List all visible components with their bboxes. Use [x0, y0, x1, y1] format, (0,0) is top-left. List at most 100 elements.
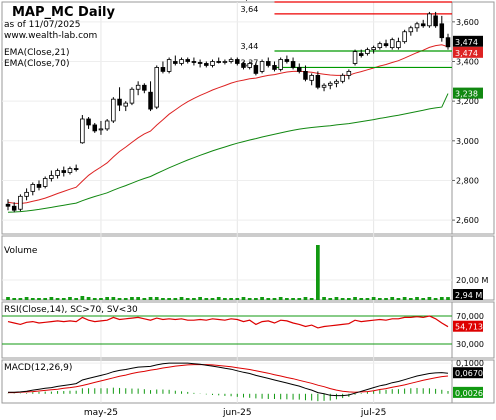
candle	[30, 182, 36, 196]
candle	[389, 37, 395, 50]
volume-bar	[117, 298, 122, 300]
volume-bar	[334, 297, 339, 300]
x-tick-label: jun-25	[222, 408, 252, 418]
watermark: www.wealth-lab.com	[4, 31, 97, 41]
ema21-tag-bg	[453, 46, 483, 58]
candle-body-down	[290, 61, 296, 68]
candle	[358, 49, 364, 58]
candle	[340, 73, 345, 84]
rsi-tick-label: 70,000	[456, 312, 484, 321]
volume-bar	[241, 297, 246, 300]
volume-bar	[415, 297, 419, 300]
candle-body-up	[352, 51, 358, 64]
volume-bar	[328, 298, 333, 300]
volume-bar	[235, 298, 240, 300]
volume-bar	[18, 298, 23, 300]
candle	[352, 49, 358, 66]
candle	[396, 37, 401, 50]
volume-bar	[210, 298, 215, 300]
candle-body-up	[24, 191, 29, 197]
volume-bar	[396, 298, 401, 300]
pane-frame-vol	[1, 235, 495, 301]
candle-body-up	[309, 74, 314, 81]
candle	[18, 194, 23, 212]
volume-bar	[92, 298, 97, 300]
candle	[235, 57, 240, 66]
candle-body-up	[278, 59, 283, 70]
pane-frame-rsi	[1, 301, 495, 359]
candle-body-down	[303, 71, 308, 80]
last-price-tag-bg	[453, 35, 483, 47]
candle-body-up	[408, 27, 414, 33]
candle	[334, 79, 339, 88]
candle	[290, 57, 296, 70]
macd-signal-tag-bg	[453, 386, 483, 398]
volume-bar	[260, 297, 264, 300]
volume-bar	[86, 297, 91, 300]
candle	[433, 11, 438, 28]
candle-body-down	[235, 59, 240, 64]
candle-body-down	[216, 61, 221, 63]
candle	[266, 57, 271, 68]
candle	[24, 188, 29, 201]
volume-bar	[37, 298, 41, 300]
candle-body-up	[42, 178, 48, 187]
candle-body-down	[86, 118, 91, 126]
volume-bar	[179, 297, 184, 300]
candle	[179, 57, 184, 66]
candle	[241, 61, 246, 70]
candle	[371, 45, 376, 54]
candle-body-up	[179, 59, 184, 64]
volume-bar	[353, 297, 357, 300]
volume-bar	[303, 297, 308, 300]
candle-body-down	[272, 65, 277, 70]
volume-bar	[322, 297, 326, 300]
volume-bar	[340, 298, 345, 300]
candle	[303, 65, 308, 82]
volume-bar	[309, 298, 314, 300]
candle	[73, 164, 79, 172]
candle-body-up	[396, 41, 401, 49]
y-tick-label: 3,000	[456, 137, 479, 146]
candle-body-up	[210, 61, 215, 66]
candle	[315, 71, 321, 90]
rsi-tick-label: 30,000	[456, 340, 484, 349]
candle	[222, 59, 228, 65]
y-tick-label: 3,200	[456, 97, 479, 106]
candle-body-down	[36, 184, 42, 188]
macd-last-tag: 0,0670	[455, 369, 483, 378]
candle-body-down	[61, 170, 67, 173]
candle	[278, 57, 283, 72]
volume-bar	[421, 298, 426, 300]
volume-last-tag: 2,94 M	[455, 291, 482, 300]
volume-bar	[192, 298, 196, 300]
legend-ema21: EMA(Close,21)	[4, 48, 69, 58]
candle-body-up	[49, 175, 54, 179]
macd-line	[8, 362, 449, 397]
candle	[36, 180, 42, 191]
rsi-pane-title: RSI(Close,14), SC>70, SV<30	[4, 305, 138, 315]
volume-bar	[346, 298, 351, 300]
volume-bar	[278, 297, 283, 300]
candle	[123, 101, 129, 112]
candle-body-down	[241, 63, 246, 68]
candle	[104, 118, 110, 131]
candle-body-up	[129, 88, 135, 104]
candle-body-up	[327, 82, 333, 86]
candle	[142, 83, 147, 94]
level-label: 3,44	[240, 42, 258, 51]
last-price-tag: 3,474	[455, 38, 478, 47]
candle	[272, 61, 277, 72]
macd-last-tag-bg	[453, 367, 483, 379]
candle	[383, 39, 389, 48]
candle-body-up	[30, 184, 36, 192]
candle	[173, 55, 178, 66]
x-tick-label: may-25	[84, 408, 118, 418]
candle-body-up	[104, 120, 110, 130]
candle	[148, 81, 153, 112]
candle-body-down	[191, 61, 197, 63]
volume-bar	[130, 297, 134, 300]
candle	[420, 19, 426, 28]
